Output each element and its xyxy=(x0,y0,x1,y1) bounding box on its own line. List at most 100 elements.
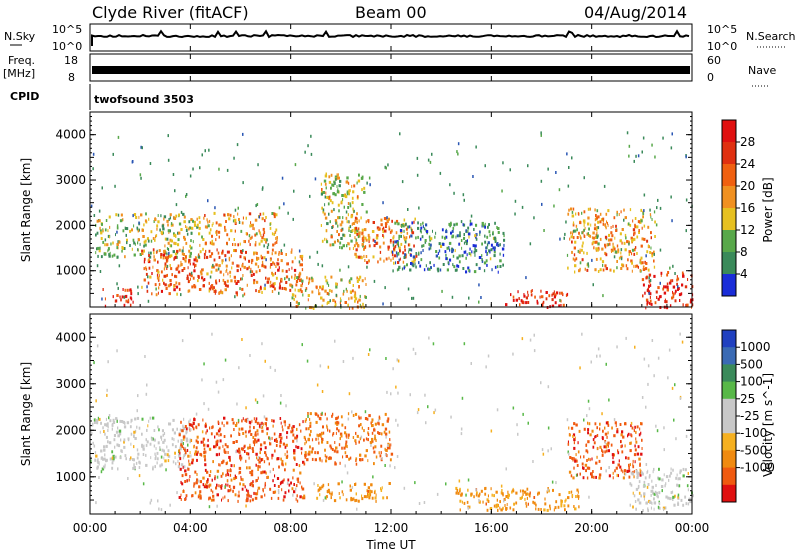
data-cell xyxy=(630,471,633,475)
data-cell xyxy=(273,484,276,487)
data-cell xyxy=(618,213,620,216)
data-cell xyxy=(669,304,672,308)
data-cell xyxy=(264,238,268,242)
data-cell xyxy=(206,272,209,276)
data-cell xyxy=(319,493,321,497)
data-cell xyxy=(490,243,493,247)
data-cell xyxy=(262,422,264,426)
data-cell xyxy=(164,264,167,268)
data-cell xyxy=(346,471,349,475)
data-cell xyxy=(238,221,241,224)
data-cell xyxy=(468,252,471,256)
data-cell xyxy=(188,255,191,259)
data-cell xyxy=(324,496,327,500)
data-cell xyxy=(248,466,251,470)
data-cell xyxy=(456,256,459,260)
data-cell xyxy=(326,222,329,226)
data-cell xyxy=(331,201,334,205)
data-cell xyxy=(634,444,636,448)
data-cell xyxy=(145,266,147,270)
data-cell xyxy=(533,349,536,353)
data-cell xyxy=(115,233,116,237)
data-cell xyxy=(353,227,356,231)
data-cell xyxy=(425,421,427,425)
data-cell xyxy=(572,236,575,240)
data-cell xyxy=(659,281,661,285)
data-cell xyxy=(150,498,153,502)
data-cell xyxy=(248,456,250,460)
data-cell xyxy=(686,303,689,307)
data-cell xyxy=(368,493,370,497)
data-cell xyxy=(274,271,276,275)
data-cell xyxy=(463,342,466,346)
colorbar-swatch xyxy=(722,142,736,165)
data-cell xyxy=(270,263,273,266)
data-cell xyxy=(529,338,532,342)
data-cell xyxy=(137,452,140,456)
data-cell xyxy=(215,380,218,384)
data-cell xyxy=(665,475,669,479)
data-cell xyxy=(371,483,373,487)
data-cell xyxy=(632,228,636,232)
data-cell xyxy=(311,438,314,442)
data-cell xyxy=(312,307,315,310)
data-cell xyxy=(361,237,364,241)
data-cell xyxy=(130,420,132,424)
data-cell xyxy=(605,253,608,257)
data-cell xyxy=(226,470,229,474)
data-cell xyxy=(395,231,398,235)
data-cell xyxy=(470,492,473,496)
data-cell xyxy=(293,483,295,486)
velocity-data-layer xyxy=(90,332,694,513)
data-cell xyxy=(361,494,363,498)
data-cell xyxy=(160,270,163,274)
data-cell xyxy=(180,480,182,484)
data-cell xyxy=(348,192,350,196)
data-cell xyxy=(296,445,300,449)
data-cell xyxy=(666,282,669,286)
data-cell xyxy=(587,264,590,268)
data-cell xyxy=(291,426,294,430)
data-cell xyxy=(660,485,664,488)
data-cell xyxy=(185,229,188,232)
data-cell xyxy=(209,254,212,258)
data-cell xyxy=(343,289,345,293)
data-cell xyxy=(218,223,220,227)
data-cell xyxy=(241,427,244,431)
data-cell xyxy=(381,227,383,231)
data-cell xyxy=(315,412,318,416)
data-cell xyxy=(299,274,301,278)
data-cell xyxy=(439,268,442,272)
data-cell xyxy=(158,249,161,253)
data-cell xyxy=(230,229,233,233)
data-cell xyxy=(596,434,599,437)
data-cell xyxy=(635,440,638,444)
data-cell xyxy=(307,437,310,441)
data-cell xyxy=(369,441,373,444)
data-cell xyxy=(238,490,240,494)
data-cell xyxy=(117,426,119,430)
data-cell xyxy=(187,467,190,471)
data-cell xyxy=(229,469,232,473)
data-cell xyxy=(301,282,303,285)
data-cell xyxy=(269,280,272,284)
data-cell xyxy=(229,213,232,217)
data-cell xyxy=(445,257,447,261)
data-cell xyxy=(346,244,348,248)
data-cell xyxy=(141,228,144,232)
data-cell xyxy=(580,236,582,240)
data-cell xyxy=(211,252,214,256)
data-cell xyxy=(541,295,544,299)
x-tick-label: 00:00 xyxy=(73,521,108,535)
data-cell xyxy=(209,483,212,487)
data-cell xyxy=(226,168,229,172)
data-cell xyxy=(433,263,435,267)
data-cell xyxy=(203,216,205,220)
data-cell xyxy=(141,146,143,150)
data-cell xyxy=(586,251,588,255)
data-cell xyxy=(442,263,445,266)
data-cell xyxy=(456,268,458,272)
data-cell xyxy=(99,229,102,233)
data-cell xyxy=(174,456,176,459)
data-cell xyxy=(133,466,136,469)
